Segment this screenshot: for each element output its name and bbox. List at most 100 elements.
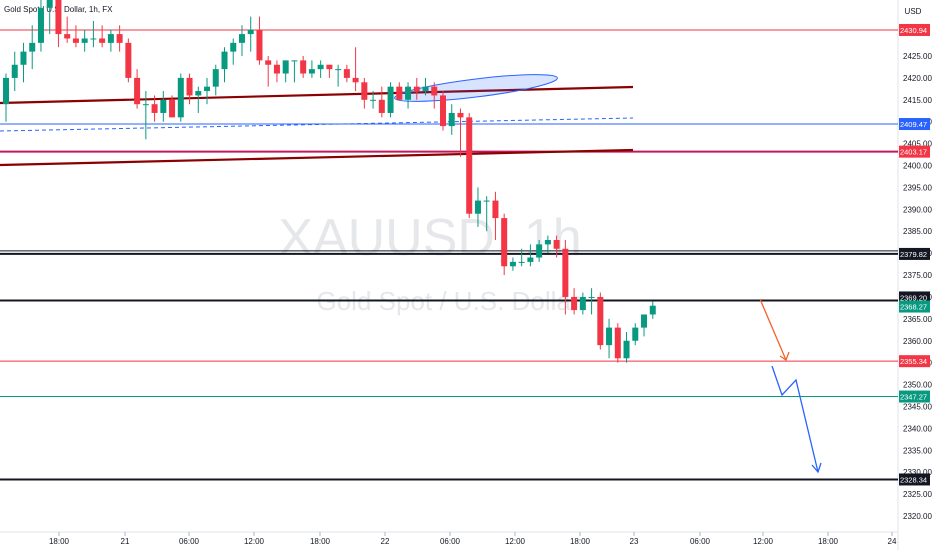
- projection-arrows: [759, 298, 822, 474]
- price-tag-bg: [899, 23, 930, 36]
- candle: [107, 29, 114, 52]
- price-tick-label: 2340.00: [903, 424, 932, 433]
- candle: [501, 213, 508, 276]
- candles: [3, 0, 656, 363]
- price-tick-label: 2320.00: [903, 512, 932, 521]
- time-axis-labels: 18:00 21 06:00 12:00 18:00 22 06:00 12:00 18:00 2…: [49, 532, 897, 546]
- candle-body: [195, 91, 202, 96]
- candle: [509, 257, 516, 271]
- candle: [343, 64, 350, 83]
- candle: [11, 51, 18, 92]
- time-tick-label: 18:00: [49, 537, 70, 546]
- candle: [405, 82, 412, 109]
- price-tag-label: 2355.34: [900, 357, 927, 366]
- candle-body: [107, 34, 114, 43]
- price-tick-label: 2385.00: [903, 227, 932, 236]
- candle-body: [55, 0, 62, 35]
- candle: [422, 77, 429, 96]
- price-tag-label: 2328.34: [900, 475, 927, 484]
- candle-body: [649, 305, 656, 315]
- candle: [64, 16, 71, 43]
- candle: [142, 91, 149, 140]
- candle-body: [247, 29, 254, 35]
- candle: [300, 56, 307, 78]
- price-tag-bg: [899, 291, 930, 304]
- current-price-tag: 2368.27: [899, 300, 930, 313]
- candle: [649, 301, 656, 319]
- candle-body: [3, 77, 9, 105]
- candle-body: [291, 60, 298, 62]
- price-tick-label: 2360.00: [903, 337, 932, 346]
- time-tick-label: 18:00: [310, 537, 331, 546]
- candle-body: [387, 86, 394, 113]
- candle: [466, 112, 473, 219]
- candle: [116, 25, 123, 52]
- price-tag-bg: [899, 145, 930, 158]
- price-tags: 2430.94 2409.47 2403.17 2379.82 2369.20 2355.…: [899, 23, 930, 486]
- price-tick-label: 2325.00: [903, 490, 932, 499]
- candle: [90, 20, 97, 48]
- candle: [597, 292, 604, 350]
- price-tag-label: 2379.82: [900, 250, 927, 259]
- candle: [361, 77, 368, 109]
- candle: [606, 318, 613, 359]
- horizontal-levels: [0, 29, 898, 481]
- candle: [151, 95, 158, 122]
- candle-body: [72, 38, 79, 43]
- level-price-tag: 2409.47: [899, 118, 930, 131]
- candle-body: [221, 51, 228, 70]
- candle: [230, 38, 237, 65]
- candle-body: [81, 38, 88, 43]
- candle: [492, 191, 499, 240]
- price-tick-label: 2350.00: [903, 381, 932, 390]
- price-tick-label: 2405.00: [903, 140, 932, 149]
- candle: [204, 77, 211, 105]
- price-tick-label: 2420.00: [903, 74, 932, 83]
- watermark-ticker: XAUUSD, 1h: [278, 209, 581, 267]
- candle: [335, 64, 342, 87]
- time-tick-label: 23: [630, 537, 639, 546]
- candle: [238, 25, 245, 56]
- candle: [326, 64, 333, 78]
- candle: [553, 235, 560, 258]
- candle-body: [579, 296, 586, 311]
- candle-body: [623, 340, 630, 359]
- price-tick-label: 2425.00: [903, 52, 932, 61]
- candle-body: [317, 64, 324, 70]
- candle-body: [116, 34, 123, 43]
- price-tick-label: 2330.00: [903, 468, 932, 477]
- time-tick-label: 24: [888, 537, 897, 546]
- candle: [413, 77, 420, 100]
- candle: [317, 60, 324, 78]
- candle-body: [64, 34, 71, 39]
- currency-label: USD: [905, 7, 922, 16]
- price-tick-label: 2390.00: [903, 205, 932, 214]
- candle: [614, 323, 621, 363]
- price-tag-label: 2409.47: [900, 120, 927, 129]
- price-tick-label: 2345.00: [903, 402, 932, 411]
- candle: [544, 235, 551, 254]
- candle-body: [501, 218, 508, 267]
- orange-projection-line: [759, 298, 787, 361]
- candle-body: [378, 99, 385, 113]
- price-tag-bg: [899, 247, 930, 260]
- candle-body: [20, 51, 27, 65]
- candle: [588, 288, 595, 315]
- candle-body: [238, 34, 245, 43]
- candle: [37, 0, 44, 52]
- candle-body: [509, 261, 516, 267]
- level-price-tag: 2430.94: [899, 23, 930, 36]
- candle-body: [265, 60, 272, 65]
- candle: [177, 73, 184, 122]
- price-tick-label: 2400.00: [903, 162, 932, 171]
- orange-arrowhead: [779, 351, 790, 361]
- candle-body: [151, 104, 158, 113]
- candle: [308, 60, 315, 78]
- price-tick-label: 2365.00: [903, 315, 932, 324]
- candle: [99, 25, 106, 48]
- candle-body: [142, 104, 149, 106]
- time-tick-label: 22: [381, 537, 390, 546]
- price-tag-bg: [899, 390, 930, 403]
- candle-body: [273, 64, 280, 74]
- price-tag-bg: [899, 300, 930, 313]
